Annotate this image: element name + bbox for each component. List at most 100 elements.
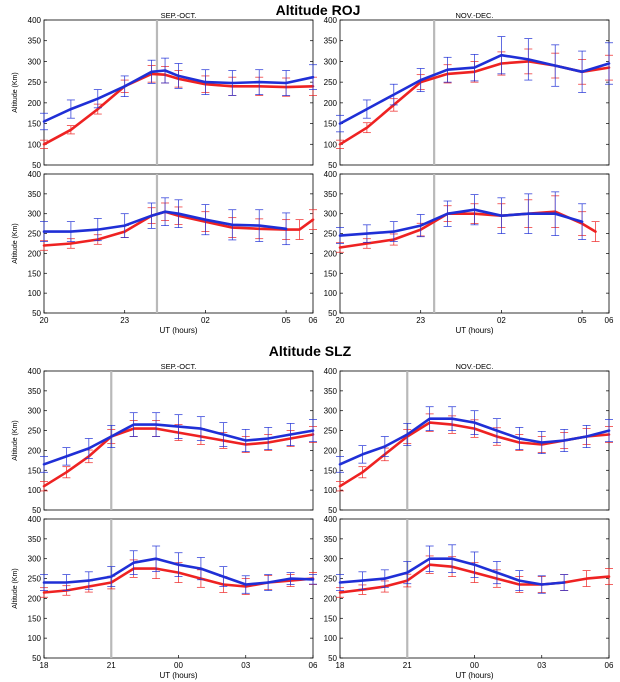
panel-subtitle: SEP.-OCT. bbox=[161, 11, 197, 20]
y-tick-label: 350 bbox=[324, 387, 338, 396]
series-line bbox=[42, 69, 315, 123]
section-title-roj: Altitude ROJ bbox=[276, 2, 361, 18]
x-tick-label: 23 bbox=[416, 316, 425, 325]
x-tick-label: 03 bbox=[241, 661, 250, 670]
y-tick-label: 300 bbox=[28, 407, 42, 416]
y-tick-label: 300 bbox=[324, 210, 338, 219]
series-blue bbox=[40, 57, 317, 131]
y-tick-label: 350 bbox=[28, 387, 42, 396]
chart-panel-slz-top-left: 50 100 150 200 250 300 350 400 SEP.-OCT. Altitude… bbox=[12, 362, 317, 515]
plot-frame bbox=[339, 518, 610, 659]
y-tick-label: 100 bbox=[28, 289, 42, 298]
y-tick-label: 400 bbox=[28, 170, 42, 179]
y-tick-label: 400 bbox=[324, 16, 338, 25]
chart-panel-roj-top-right: 50 100 150 200 250 300 350 400 NOV.-DEC. bbox=[324, 11, 613, 170]
y-tick-label: 100 bbox=[324, 289, 338, 298]
panel-subtitle: SEP.-OCT. bbox=[161, 362, 197, 371]
y-tick-label: 200 bbox=[324, 249, 338, 258]
y-tick-label: 150 bbox=[28, 614, 42, 623]
chart-panel-roj-bottom-left: 50 100 150 200 250 300 350 400 20 23 02 05 06 Altitud… bbox=[12, 170, 318, 335]
y-tick-label: 100 bbox=[324, 634, 338, 643]
x-tick-label: 06 bbox=[309, 316, 318, 325]
y-tick-label: 250 bbox=[28, 78, 42, 87]
y-tick-label: 300 bbox=[28, 555, 42, 564]
y-tick-label: 400 bbox=[324, 170, 338, 179]
x-tick-label: 20 bbox=[336, 316, 345, 325]
y-tick-label: 100 bbox=[28, 140, 42, 149]
x-tick-label: 18 bbox=[40, 661, 49, 670]
series-line bbox=[338, 557, 566, 586]
x-tick-label: 21 bbox=[403, 661, 412, 670]
y-tick-label: 250 bbox=[28, 230, 42, 239]
x-tick-label: 20 bbox=[40, 316, 49, 325]
y-tick-label: 300 bbox=[324, 407, 338, 416]
y-tick-label: 350 bbox=[28, 190, 42, 199]
x-tick-label: 23 bbox=[120, 316, 129, 325]
y-tick-label: 250 bbox=[324, 230, 338, 239]
chart-panel-roj-bottom-right: 50 100 150 200 250 300 350 400 20 23 02 05 06 UT (hou… bbox=[324, 170, 614, 335]
x-tick-label: 05 bbox=[282, 316, 291, 325]
series-blue bbox=[336, 544, 569, 594]
series-blue bbox=[336, 36, 613, 133]
series-line bbox=[338, 53, 611, 125]
x-tick-label: 21 bbox=[107, 661, 116, 670]
x-axis-label: UT (hours) bbox=[159, 671, 197, 680]
y-tick-label: 300 bbox=[324, 555, 338, 564]
y-tick-label: 300 bbox=[324, 57, 338, 66]
y-tick-label: 50 bbox=[328, 654, 337, 663]
series-line bbox=[42, 557, 315, 586]
series-line bbox=[42, 210, 288, 233]
x-tick-label: 02 bbox=[497, 316, 506, 325]
series-blue bbox=[336, 406, 613, 473]
panel-subtitle: NOV.-DEC. bbox=[455, 11, 493, 20]
plot-frame bbox=[339, 19, 610, 166]
chart-panel-slz-top-right: 50 100 150 200 250 300 350 400 NOV.-DEC. bbox=[324, 362, 613, 515]
y-tick-label: 50 bbox=[32, 506, 41, 515]
y-tick-label: 400 bbox=[324, 367, 338, 376]
chart-panel-slz-bottom-right: 50 100 150 200 250 300 350 400 18 21 00 03 06 UT (hou… bbox=[324, 515, 614, 680]
y-tick-label: 200 bbox=[28, 446, 42, 455]
y-tick-label: 350 bbox=[324, 37, 338, 46]
y-tick-label: 50 bbox=[32, 309, 41, 318]
x-tick-label: 06 bbox=[605, 316, 614, 325]
y-tick-label: 100 bbox=[324, 486, 338, 495]
x-axis-label: UT (hours) bbox=[455, 671, 493, 680]
y-tick-label: 150 bbox=[324, 466, 338, 475]
x-tick-label: 00 bbox=[174, 661, 183, 670]
plot-frame bbox=[43, 19, 314, 166]
y-tick-label: 150 bbox=[28, 269, 42, 278]
plot-frame bbox=[43, 173, 314, 314]
y-axis-label: Altitude (Km) bbox=[12, 568, 19, 608]
y-tick-label: 350 bbox=[28, 37, 42, 46]
y-tick-label: 250 bbox=[28, 575, 42, 584]
y-tick-label: 350 bbox=[28, 535, 42, 544]
y-tick-label: 200 bbox=[324, 446, 338, 455]
y-tick-label: 50 bbox=[328, 506, 337, 515]
chart-panel-slz-bottom-left: 50 100 150 200 250 300 350 400 18 21 00 03 06 Altitud… bbox=[12, 515, 318, 680]
y-tick-label: 150 bbox=[324, 120, 338, 129]
series-line bbox=[338, 417, 611, 466]
y-tick-label: 200 bbox=[28, 249, 42, 258]
series-blue bbox=[40, 412, 317, 473]
y-tick-label: 300 bbox=[28, 57, 42, 66]
y-tick-label: 150 bbox=[28, 120, 42, 129]
x-axis-label: UT (hours) bbox=[455, 326, 493, 335]
y-axis-label: Altitude (Km) bbox=[12, 72, 19, 112]
y-tick-label: 200 bbox=[324, 594, 338, 603]
y-tick-label: 200 bbox=[28, 594, 42, 603]
section-title-slz: Altitude SLZ bbox=[269, 343, 352, 359]
y-tick-label: 250 bbox=[324, 575, 338, 584]
series-blue bbox=[40, 545, 317, 594]
y-tick-label: 50 bbox=[328, 309, 337, 318]
y-tick-label: 100 bbox=[324, 140, 338, 149]
y-tick-label: 400 bbox=[324, 515, 338, 524]
y-tick-label: 150 bbox=[324, 614, 338, 623]
x-tick-label: 03 bbox=[537, 661, 546, 670]
y-tick-label: 100 bbox=[28, 486, 42, 495]
series-blue bbox=[336, 191, 587, 244]
x-axis-label: UT (hours) bbox=[159, 326, 197, 335]
y-tick-label: 100 bbox=[28, 634, 42, 643]
x-tick-label: 06 bbox=[309, 661, 318, 670]
y-tick-label: 150 bbox=[28, 466, 42, 475]
